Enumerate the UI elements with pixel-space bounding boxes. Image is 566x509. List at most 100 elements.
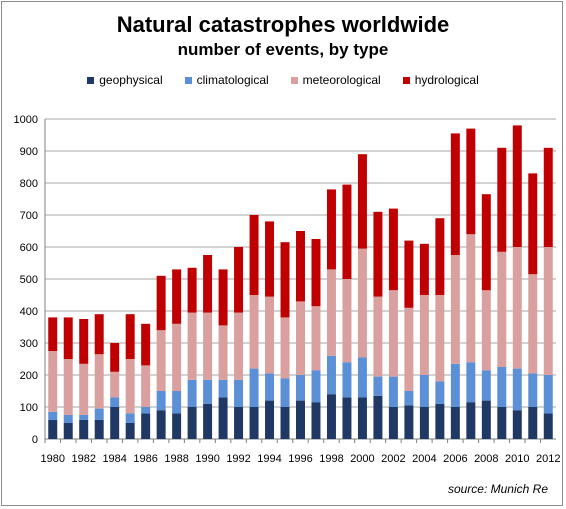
bar-geophysical-2012 xyxy=(543,413,553,439)
bar-geophysical-1984 xyxy=(110,407,120,439)
legend-label-climatological: climatological xyxy=(196,73,269,87)
bar-geophysical-2006 xyxy=(450,407,460,439)
bar-meteorological-2011 xyxy=(528,274,538,374)
y-tick-label: 600 xyxy=(20,242,38,254)
bar-hydrological-2011 xyxy=(528,173,538,275)
bar-geophysical-1988 xyxy=(172,413,182,439)
bar-meteorological-2012 xyxy=(543,247,553,375)
bar-climatological-1988 xyxy=(172,391,182,414)
x-tick-label: 2002 xyxy=(381,453,405,465)
bar-climatological-1989 xyxy=(187,379,197,407)
bar-hydrological-1990 xyxy=(203,255,213,313)
bar-meteorological-1996 xyxy=(296,301,305,375)
bar-hydrological-2001 xyxy=(373,211,383,297)
bar-meteorological-2006 xyxy=(450,255,460,364)
bar-meteorological-1986 xyxy=(141,365,151,407)
bar-meteorological-2002 xyxy=(388,290,398,377)
bar-climatological-1985 xyxy=(125,413,135,423)
bar-hydrological-1998 xyxy=(326,189,336,270)
bar-climatological-2005 xyxy=(435,381,445,404)
bar-hydrological-1984 xyxy=(110,343,120,372)
y-tick-label: 400 xyxy=(20,306,38,318)
bar-geophysical-1983 xyxy=(94,419,104,439)
bar-climatological-1984 xyxy=(110,397,120,407)
bar-hydrological-1991 xyxy=(218,269,228,326)
x-tick-label: 1988 xyxy=(164,453,188,465)
bar-geophysical-2002 xyxy=(388,407,398,439)
bar-meteorological-1983 xyxy=(94,354,104,409)
bar-meteorological-1998 xyxy=(326,269,336,356)
legend-swatch-hydrological xyxy=(402,76,410,84)
x-tick-label: 1998 xyxy=(319,453,343,465)
bar-geophysical-2007 xyxy=(466,402,476,439)
bar-climatological-2011 xyxy=(528,373,538,407)
bar-meteorological-2009 xyxy=(497,251,507,367)
bar-geophysical-2011 xyxy=(528,407,538,439)
y-tick-label: 100 xyxy=(20,402,38,414)
bar-climatological-1986 xyxy=(141,407,151,414)
bar-geophysical-1992 xyxy=(234,407,244,439)
bar-geophysical-1995 xyxy=(280,407,290,439)
bar-climatological-2001 xyxy=(373,376,383,396)
bar-climatological-1981 xyxy=(63,415,73,423)
y-tick-label: 1000 xyxy=(14,114,38,126)
x-tick-label: 2012 xyxy=(536,453,560,465)
x-tick-label: 2006 xyxy=(443,453,467,465)
bar-hydrological-2004 xyxy=(419,243,429,295)
bar-hydrological-2008 xyxy=(481,194,491,291)
legend-swatch-geophysical xyxy=(87,76,95,84)
bar-climatological-2004 xyxy=(419,375,429,407)
bar-climatological-1993 xyxy=(249,368,259,407)
y-tick-label: 300 xyxy=(20,338,38,350)
bar-climatological-1998 xyxy=(326,355,336,395)
x-tick-label: 2008 xyxy=(474,453,498,465)
y-tick-label: 700 xyxy=(20,210,38,222)
bar-hydrological-1987 xyxy=(156,275,166,331)
bar-meteorological-2007 xyxy=(466,234,476,363)
bar-meteorological-2001 xyxy=(373,296,383,377)
bar-meteorological-1985 xyxy=(125,359,135,414)
x-tick-label: 2004 xyxy=(412,453,436,465)
x-tick-label: 2010 xyxy=(505,453,529,465)
bar-climatological-1983 xyxy=(94,408,104,420)
bar-hydrological-1989 xyxy=(187,267,197,313)
legend-item-meteorological: meteorological xyxy=(290,73,381,87)
bar-climatological-2012 xyxy=(543,375,553,414)
bar-geophysical-2008 xyxy=(481,400,491,439)
bar-hydrological-1993 xyxy=(249,215,259,295)
bar-hydrological-2010 xyxy=(512,125,522,247)
bar-geophysical-2001 xyxy=(373,395,383,439)
bar-hydrological-1995 xyxy=(280,242,290,318)
bar-climatological-2002 xyxy=(388,376,398,407)
x-tick-label: 1994 xyxy=(257,453,281,465)
bar-meteorological-2008 xyxy=(481,290,491,371)
bar-geophysical-1996 xyxy=(296,400,305,439)
bar-geophysical-1981 xyxy=(63,423,73,439)
bar-climatological-2010 xyxy=(512,368,522,411)
bar-hydrological-1992 xyxy=(234,247,244,313)
bar-hydrological-1983 xyxy=(94,314,104,355)
bar-climatological-1994 xyxy=(265,373,275,401)
chart-subtitle: number of events, by type xyxy=(177,40,389,59)
bar-meteorological-1989 xyxy=(187,312,197,380)
bar-meteorological-1981 xyxy=(63,359,73,415)
bar-climatological-1995 xyxy=(280,378,290,407)
x-tick-label: 1996 xyxy=(288,453,312,465)
bar-climatological-1982 xyxy=(79,415,89,420)
x-tick-label: 1986 xyxy=(133,453,157,465)
y-tick-label: 500 xyxy=(20,274,38,286)
bar-meteorological-2010 xyxy=(512,247,522,369)
bar-meteorological-2000 xyxy=(357,248,367,358)
bar-climatological-1999 xyxy=(342,362,352,398)
x-tick-label: 1980 xyxy=(41,453,65,465)
source-note: source: Munich Re xyxy=(447,482,548,496)
bar-hydrological-1980 xyxy=(48,317,58,351)
bar-geophysical-1991 xyxy=(218,397,228,439)
legend-item-climatological: climatological xyxy=(184,73,269,87)
bar-meteorological-1997 xyxy=(311,306,321,371)
bar-meteorological-1987 xyxy=(156,330,166,391)
bar-meteorological-1980 xyxy=(48,351,58,412)
bar-hydrological-2006 xyxy=(450,133,460,255)
bar-geophysical-1998 xyxy=(326,394,336,439)
